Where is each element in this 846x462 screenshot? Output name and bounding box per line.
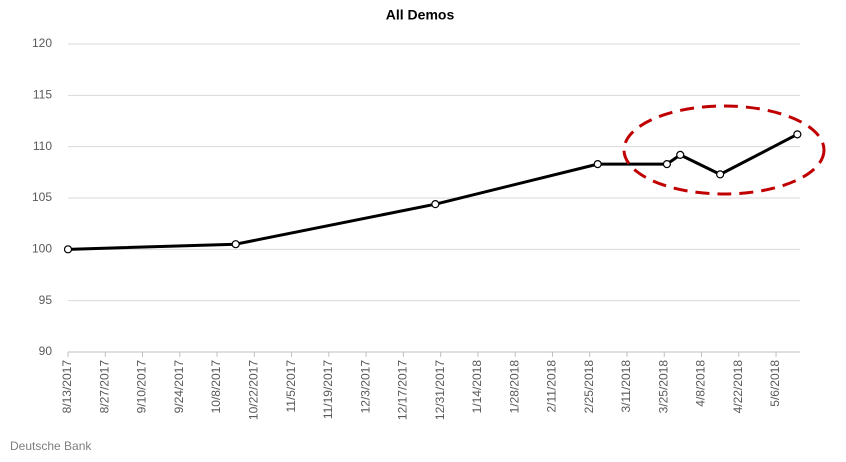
x-tick-label: 8/13/2017 — [60, 360, 74, 414]
x-tick-label: 12/17/2017 — [396, 360, 410, 420]
x-tick-label: 9/10/2017 — [135, 360, 149, 414]
x-tick-label: 10/22/2017 — [246, 360, 260, 420]
data-point — [431, 200, 440, 209]
x-tick-label: 5/6/2018 — [768, 360, 782, 407]
y-tick-label: 110 — [33, 139, 52, 153]
x-tick-label: 12/31/2017 — [433, 360, 447, 420]
y-tick-label: 95 — [39, 293, 53, 307]
highlight-ellipse — [622, 104, 826, 196]
data-point — [716, 170, 725, 179]
data-point — [63, 245, 73, 254]
x-tick-label: 8/27/2017 — [97, 360, 111, 414]
y-tick-label: 90 — [39, 344, 53, 358]
data-point — [793, 130, 802, 139]
data-point — [593, 160, 602, 169]
x-tick-label: 4/22/2018 — [731, 360, 745, 414]
x-tick-label: 9/24/2017 — [172, 360, 186, 414]
y-tick-label: 115 — [33, 88, 52, 102]
data-point — [231, 240, 240, 249]
x-tick-label: 3/25/2018 — [656, 360, 670, 414]
x-tick-label: 1/14/2018 — [470, 360, 484, 414]
x-tick-label: 2/11/2018 — [545, 360, 559, 413]
x-tick-label: 1/28/2018 — [507, 360, 521, 414]
source: Deutsche Bank — [10, 439, 92, 453]
chart-title: All Demos — [386, 7, 455, 23]
x-tick-label: 10/8/2017 — [209, 360, 223, 414]
data-point — [662, 160, 672, 169]
x-tick-label: 3/11/2018 — [619, 360, 633, 413]
data-point — [676, 150, 685, 159]
x-tick-label: 11/5/2017 — [284, 360, 298, 413]
x-tick-label: 4/8/2018 — [694, 360, 708, 407]
x-tick-label: 11/19/2017 — [321, 360, 335, 419]
y-tick-label: 120 — [32, 36, 52, 50]
data-line — [67, 133, 799, 251]
x-tick-label: 2/25/2018 — [582, 360, 596, 414]
y-tick-label: 105 — [32, 190, 52, 204]
x-tick-label: 12/3/2017 — [358, 360, 372, 414]
y-tick-label: 100 — [32, 242, 52, 256]
